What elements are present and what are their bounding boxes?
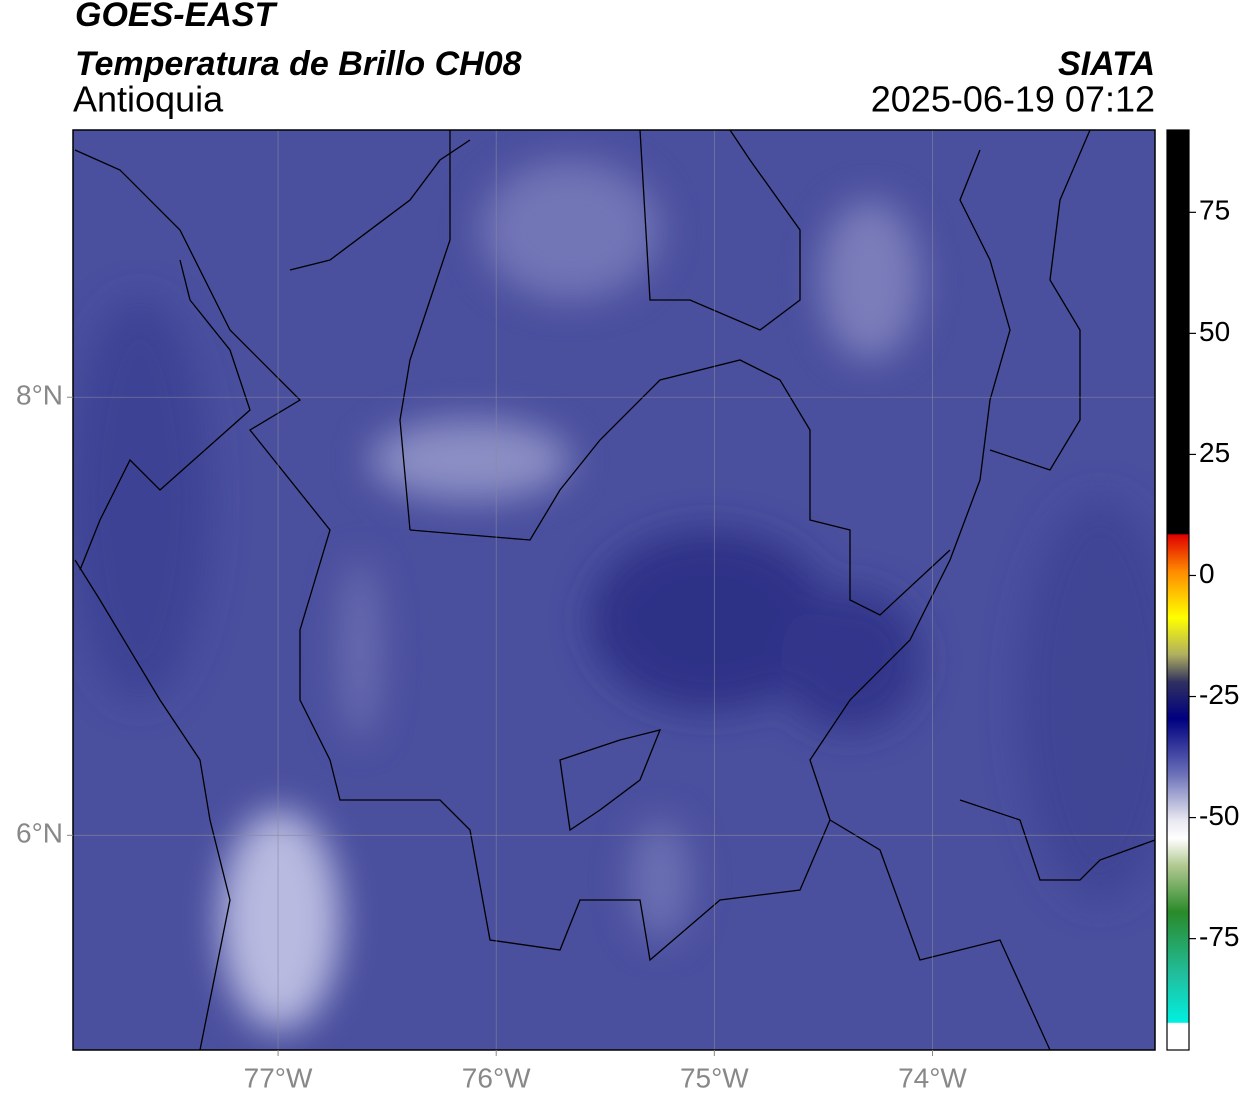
brightness-field (73, 130, 1155, 1050)
border (289, 139, 471, 271)
colorbar-label: 25 (1199, 437, 1230, 468)
colorbar-label: 50 (1199, 316, 1230, 347)
border (559, 729, 662, 832)
source: SIATA (1058, 45, 1155, 83)
region: Antioquia (73, 79, 224, 120)
colorbar-label: 75 (1199, 195, 1230, 226)
border (829, 819, 1051, 1050)
x-tick-label: 76°W (462, 1062, 531, 1093)
colorbar (1166, 129, 1190, 1051)
x-tick-label: 77°W (244, 1062, 313, 1093)
border (79, 259, 251, 571)
border (399, 130, 451, 531)
border (989, 130, 1091, 471)
x-tick-label: 75°W (680, 1062, 749, 1093)
border (959, 799, 1155, 881)
grid (73, 130, 1155, 1050)
border (74, 559, 231, 1050)
border (74, 149, 1011, 962)
border (409, 359, 951, 616)
map-frame (72, 129, 1156, 1051)
datetime: 2025-06-19 07:12 (871, 79, 1155, 120)
y-tick-label: 8°N (16, 380, 63, 411)
colorbar-label: -50 (1199, 800, 1239, 831)
border (639, 130, 801, 331)
colorbar-label: 0 (1199, 558, 1215, 589)
x-tick-label: 74°W (898, 1062, 967, 1093)
y-tick-label: 6°N (16, 818, 63, 849)
title: GOES-EAST (75, 0, 278, 34)
subtitle: Temperatura de Brillo CH08 (75, 45, 522, 83)
colorbar-label: -75 (1199, 921, 1239, 952)
colorbar-label: -25 (1199, 679, 1239, 710)
